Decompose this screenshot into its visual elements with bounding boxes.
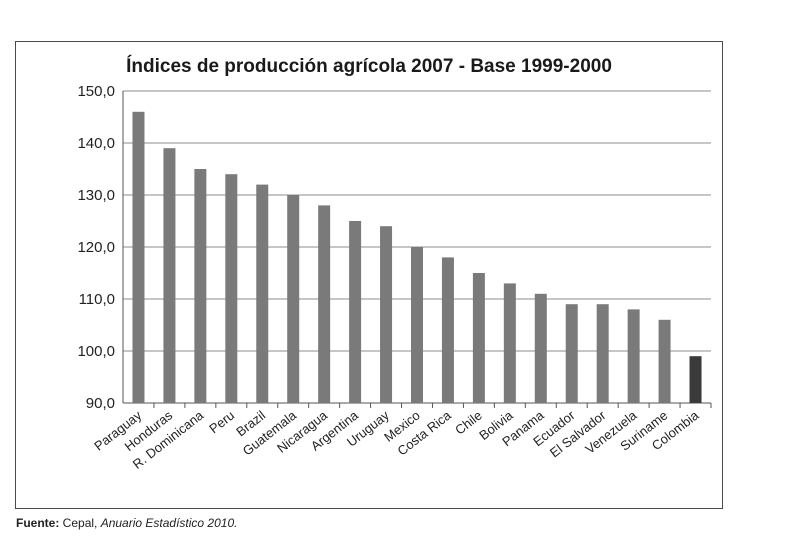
source-publication: Anuario Estadístico 2010.	[100, 516, 238, 530]
x-tick-label: Peru	[206, 408, 237, 437]
source-note: Fuente: Cepal, Anuario Estadístico 2010.	[16, 516, 237, 530]
bar	[472, 273, 485, 403]
y-tick-label: 90,0	[86, 395, 115, 412]
source-label: Fuente:	[16, 516, 60, 530]
bar	[596, 304, 609, 403]
bar	[441, 257, 454, 403]
bar	[194, 169, 207, 403]
bar	[689, 356, 702, 403]
bar	[534, 293, 547, 403]
bar	[225, 174, 238, 403]
bar	[380, 226, 393, 403]
y-tick-label: 150,0	[77, 83, 115, 100]
bar	[503, 283, 516, 403]
bar	[287, 195, 300, 403]
bar-chart: 150,0140,0130,0120,0110,0100,090,0Paragu…	[77, 83, 712, 472]
y-tick-label: 140,0	[77, 135, 115, 152]
y-tick-label: 110,0	[79, 291, 115, 308]
chart-frame: Índices de producción agrícola 2007 - Ba…	[15, 41, 723, 509]
y-tick-label: 100,0	[77, 343, 115, 360]
y-tick-label: 130,0	[77, 187, 115, 204]
bar	[349, 221, 362, 403]
bar	[658, 319, 671, 403]
source-text: Cepal,	[59, 516, 101, 530]
bar	[627, 309, 640, 403]
bar	[318, 205, 331, 403]
bar	[565, 304, 578, 403]
bar	[411, 247, 423, 403]
bar	[256, 184, 269, 403]
bar	[132, 111, 145, 404]
chart-title: Índices de producción agrícola 2007 - Ba…	[126, 56, 612, 77]
bar	[163, 148, 176, 403]
y-tick-label: 120,0	[77, 239, 115, 256]
